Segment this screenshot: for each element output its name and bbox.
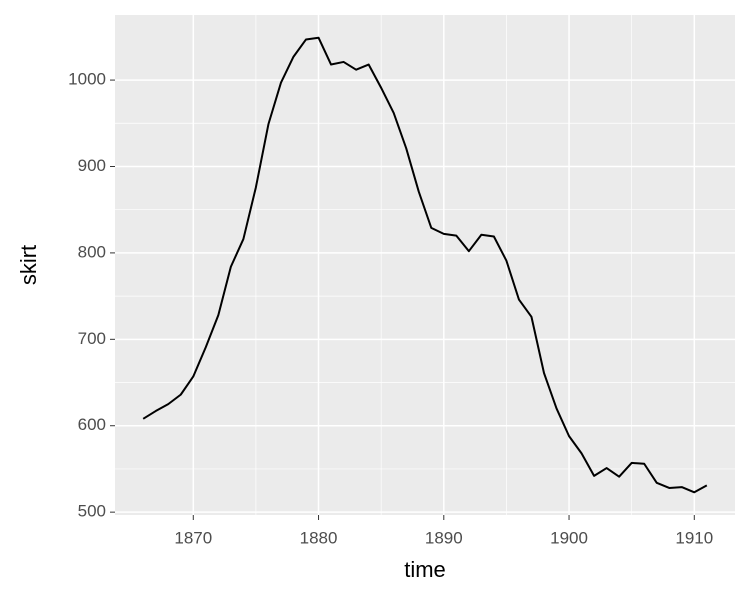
x-tick-label: 1890 — [425, 528, 463, 547]
x-tick-label: 1900 — [550, 528, 588, 547]
line — [142, 36, 708, 494]
panel — [115, 15, 735, 515]
y-tick-label: 900 — [78, 156, 106, 175]
x-tick-label: 1910 — [675, 528, 713, 547]
x-tick-label: 1870 — [174, 528, 212, 547]
x-tick-label: 1880 — [300, 528, 338, 547]
y-tick-label: 800 — [78, 242, 106, 261]
y-tick-label: 600 — [78, 415, 106, 434]
x-axis-title: time — [404, 557, 446, 582]
y-axis-title: skirt — [16, 245, 41, 285]
y-tick-label: 1000 — [68, 70, 106, 89]
y-tick-label: 700 — [78, 329, 106, 348]
y-tick-label: 500 — [78, 502, 106, 521]
